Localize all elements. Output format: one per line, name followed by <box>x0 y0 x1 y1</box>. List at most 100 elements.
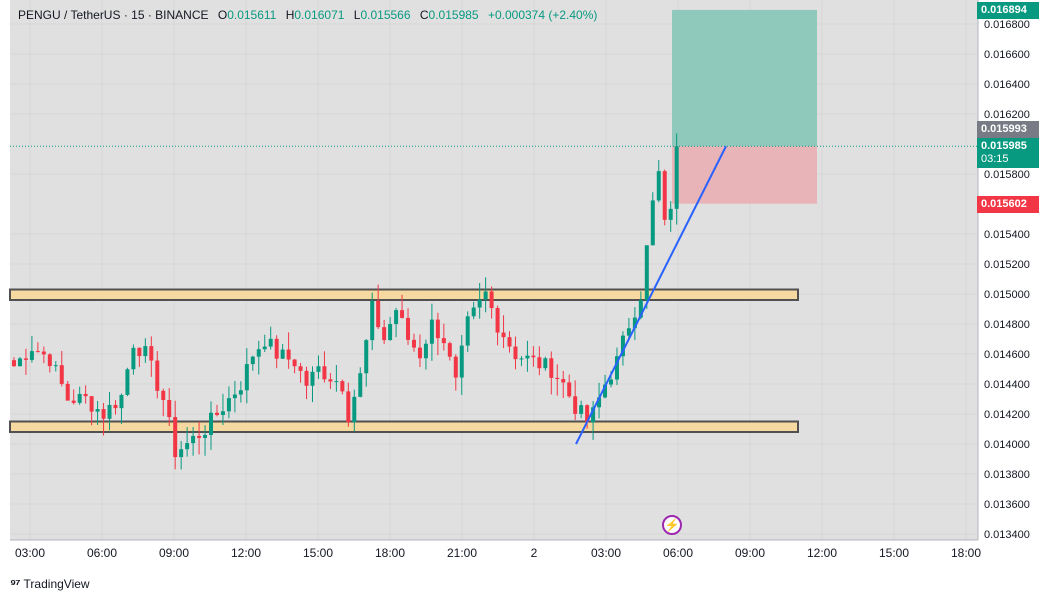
candle[interactable] <box>549 351 554 395</box>
candle[interactable] <box>310 366 315 403</box>
candle[interactable] <box>17 356 22 367</box>
candle[interactable] <box>316 355 321 379</box>
candle[interactable] <box>620 331 625 366</box>
candle[interactable] <box>597 382 602 419</box>
candle[interactable] <box>53 361 58 372</box>
candle[interactable] <box>161 388 166 417</box>
candle[interactable] <box>220 393 225 425</box>
candles[interactable] <box>12 133 679 470</box>
candle[interactable] <box>101 402 106 436</box>
candle[interactable] <box>191 426 196 456</box>
candle[interactable] <box>483 277 488 313</box>
candle[interactable] <box>435 312 440 356</box>
candle[interactable] <box>525 340 530 372</box>
candle[interactable] <box>280 343 285 360</box>
candle[interactable] <box>113 400 118 415</box>
candle[interactable] <box>411 333 416 352</box>
candle[interactable] <box>400 294 405 319</box>
candle[interactable] <box>340 379 345 395</box>
candle[interactable] <box>358 367 363 398</box>
candle[interactable] <box>47 353 52 373</box>
candle[interactable] <box>304 366 309 400</box>
candle[interactable] <box>543 356 548 371</box>
candle[interactable] <box>644 245 649 309</box>
candle[interactable] <box>59 350 64 387</box>
long-position-tool[interactable] <box>672 9 817 204</box>
candle[interactable] <box>185 427 190 457</box>
candle[interactable] <box>29 335 34 363</box>
candle[interactable] <box>513 336 518 370</box>
candle[interactable] <box>89 396 94 426</box>
candle[interactable] <box>567 374 572 398</box>
candle[interactable] <box>95 400 100 425</box>
candle[interactable] <box>626 317 631 340</box>
candle[interactable] <box>453 354 458 391</box>
candle[interactable] <box>12 357 16 367</box>
candle[interactable] <box>137 347 142 367</box>
candle[interactable] <box>65 380 70 401</box>
candle[interactable] <box>286 332 291 369</box>
candle[interactable] <box>394 307 399 338</box>
candle[interactable] <box>465 311 470 352</box>
candle[interactable] <box>650 192 655 246</box>
candle[interactable] <box>209 401 214 450</box>
candle[interactable] <box>41 346 46 364</box>
candle[interactable] <box>214 404 219 417</box>
candle[interactable] <box>656 159 661 203</box>
support-zone[interactable] <box>9 420 799 433</box>
price-axis[interactable] <box>978 0 1060 540</box>
candle[interactable] <box>77 386 82 405</box>
candle[interactable] <box>232 381 237 413</box>
candle[interactable] <box>519 356 524 367</box>
candle[interactable] <box>328 373 333 389</box>
candle[interactable] <box>83 385 88 404</box>
candle[interactable] <box>352 389 357 432</box>
candle[interactable] <box>268 326 273 350</box>
resistance-zone[interactable] <box>9 288 799 301</box>
candle[interactable] <box>382 319 387 345</box>
candle[interactable] <box>388 317 393 341</box>
candle[interactable] <box>477 282 482 319</box>
candle[interactable] <box>334 365 339 392</box>
candle[interactable] <box>143 338 148 363</box>
candle[interactable] <box>107 391 112 431</box>
tradingview-logo-icon[interactable]: ⁹⁷ <box>10 576 21 591</box>
candle[interactable] <box>459 334 464 395</box>
candle[interactable] <box>471 301 476 320</box>
candle[interactable] <box>23 348 28 375</box>
lightning-icon[interactable]: ⚡ <box>662 515 682 535</box>
candle[interactable] <box>131 344 136 375</box>
candle[interactable] <box>507 331 512 353</box>
candle[interactable] <box>489 286 494 319</box>
candle[interactable] <box>441 323 446 351</box>
candle[interactable] <box>238 381 243 403</box>
time-axis[interactable] <box>10 540 978 568</box>
candle[interactable] <box>674 133 679 225</box>
candle[interactable] <box>71 389 76 405</box>
candle[interactable] <box>250 355 255 371</box>
candle[interactable] <box>298 362 303 383</box>
candle[interactable] <box>256 340 261 375</box>
candle[interactable] <box>417 334 422 368</box>
candle[interactable] <box>537 346 542 376</box>
candle[interactable] <box>614 347 619 386</box>
candle[interactable] <box>173 400 178 470</box>
tradingview-brand[interactable]: TradingView <box>23 576 90 591</box>
candle[interactable] <box>119 393 124 425</box>
candle[interactable] <box>179 440 184 470</box>
candle[interactable] <box>423 339 428 370</box>
candle[interactable] <box>346 382 351 427</box>
candle[interactable] <box>662 169 667 226</box>
trendline[interactable] <box>575 145 727 445</box>
candle[interactable] <box>447 341 452 361</box>
candle[interactable] <box>125 367 130 397</box>
candle[interactable] <box>573 380 578 421</box>
candle[interactable] <box>429 303 434 361</box>
candle[interactable] <box>495 305 500 346</box>
candle[interactable] <box>501 315 506 349</box>
candle[interactable] <box>167 388 172 427</box>
candle[interactable] <box>668 201 673 232</box>
candle[interactable] <box>244 348 249 404</box>
candle[interactable] <box>561 370 566 399</box>
